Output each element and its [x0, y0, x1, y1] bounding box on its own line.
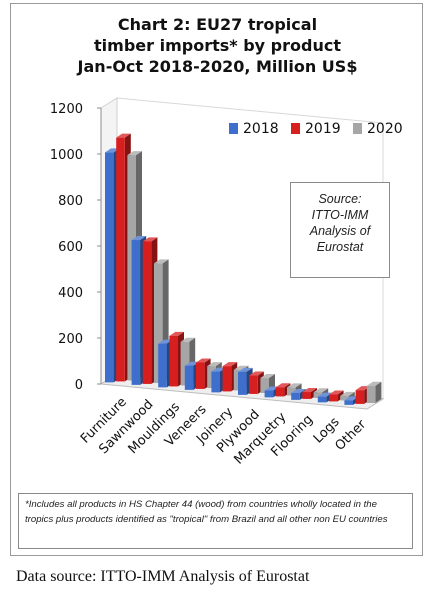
source-note-line-3: Analysis of — [309, 224, 371, 238]
legend-swatch-2018 — [229, 123, 238, 134]
bar-marquetry-2020-top — [287, 383, 302, 388]
source-note-line-4: Eurostat — [316, 240, 364, 254]
source-note-line-2: ITTO-IMM — [311, 208, 369, 222]
legend-swatch-2020 — [353, 123, 362, 134]
bar-mouldings-2020 — [180, 341, 190, 386]
bar-flooring-2018 — [291, 392, 300, 400]
bar-joinery-2018-top — [211, 367, 226, 372]
bar-other-2020 — [366, 385, 376, 403]
y-tick-label-400: 400 — [58, 286, 83, 301]
bar-furniture-2020-top — [127, 151, 142, 156]
bar-plywood-2019 — [249, 375, 258, 394]
y-tick-label-1200: 1200 — [50, 102, 83, 117]
data-source-caption: Data source: ITTO-IMM Analysis of Eurost… — [16, 568, 310, 585]
bar-logs-2018-top — [317, 392, 333, 397]
bar-marquetry-2019-top — [275, 383, 291, 388]
y-tick-label-1000: 1000 — [50, 148, 83, 163]
chart-title: Chart 2: EU27 tropical timber imports* b… — [11, 14, 424, 77]
bar-other-2020-top — [366, 381, 382, 386]
bar-plywood-2020 — [260, 378, 269, 393]
legend-label-2019: 2019 — [305, 121, 341, 137]
bar-marquetry-2018-top — [264, 386, 280, 391]
bar-flooring-2020-top — [313, 388, 329, 393]
bar-sawnwood-2018-top — [131, 235, 147, 240]
bar-flooring-2019-top — [302, 388, 317, 393]
bar-joinery-2018 — [211, 371, 220, 393]
chart-title-line-1: Chart 2: EU27 tropical — [117, 15, 318, 34]
source-note-line-1: Source: — [318, 192, 362, 206]
legend-label-2018: 2018 — [243, 121, 279, 137]
bar-plywood-2018-top — [238, 367, 253, 372]
bar-other-2019-top — [355, 386, 371, 391]
bar-sawnwood-2018 — [131, 239, 141, 385]
bar-marquetry-2018 — [264, 390, 274, 398]
bar-other-2020-side — [375, 381, 382, 403]
bar-veneers-2018-top — [184, 361, 200, 366]
source-note-box: Source: ITTO-IMM Analysis of Eurostat — [290, 182, 390, 278]
bar-joinery-2020-top — [233, 365, 249, 370]
bar-furniture-2019-top — [116, 133, 131, 138]
bar-joinery-2019 — [222, 366, 232, 392]
bar-mouldings-2019 — [169, 335, 178, 387]
legend-item-2019: 2019 — [291, 121, 341, 137]
bar-flooring-2019 — [302, 392, 311, 399]
chart-frame: Chart 2: EU27 tropical timber imports* b… — [10, 3, 423, 556]
bar-marquetry-2019 — [275, 387, 285, 397]
y-tick-label-800: 800 — [58, 194, 83, 209]
bar-sawnwood-2019 — [142, 241, 152, 384]
bar-sawnwood-2019-top — [142, 237, 158, 242]
bar-logs-2019-top — [329, 390, 344, 395]
bar-logs-2019 — [329, 394, 338, 402]
bar-furniture-2018 — [105, 152, 114, 383]
bar-logs-2018 — [317, 396, 327, 403]
bar-flooring-2018-top — [291, 388, 306, 393]
bar-mouldings-2018 — [158, 343, 167, 388]
bar-flooring-2020 — [313, 392, 323, 398]
bar-plywood-2018 — [238, 371, 247, 395]
bar-mouldings-2020-top — [180, 337, 196, 342]
bar-veneers-2018 — [184, 365, 194, 390]
legend-item-2018: 2018 — [229, 121, 279, 137]
bar-veneers-2019-top — [196, 358, 211, 363]
footnote-box: *Includes all products in HS Chapter 44 … — [18, 493, 413, 549]
bar-mouldings-2019-top — [169, 331, 184, 336]
y-tick-label-600: 600 — [58, 240, 83, 255]
bar-joinery-2019-top — [222, 362, 238, 367]
bar-furniture-2019 — [116, 137, 125, 382]
bar-furniture-2018-top — [105, 148, 120, 153]
y-tick-label-200: 200 — [58, 332, 83, 347]
bar-marquetry-2020 — [287, 387, 296, 396]
bar-sawnwood-2020 — [154, 263, 163, 383]
bar-other-2018-top — [344, 396, 359, 401]
bar-plywood-2020-top — [260, 374, 275, 379]
bar-plywood-2019-top — [249, 371, 264, 376]
chart-title-line-2: timber imports* by product — [94, 36, 341, 55]
legend-label-2020: 2020 — [367, 121, 403, 137]
bar-logs-2020-top — [340, 391, 355, 396]
legend-item-2020: 2020 — [353, 121, 403, 137]
bar-veneers-2020-top — [207, 362, 222, 367]
bar-sawnwood-2020-top — [154, 259, 169, 264]
bar-other-2018 — [344, 400, 353, 405]
legend-swatch-2019 — [291, 123, 300, 134]
bar-other-2019 — [355, 390, 365, 404]
bar-mouldings-2018-top — [158, 339, 173, 344]
bar-chart: 020040060080010001200FurnitureSawnwoodMo… — [50, 97, 385, 468]
y-tick-label-0: 0 — [75, 378, 83, 393]
chart-title-line-3: Jan-Oct 2018-2020, Million US$ — [77, 57, 358, 76]
bar-logs-2020 — [340, 395, 349, 401]
bar-veneers-2019 — [196, 362, 205, 389]
